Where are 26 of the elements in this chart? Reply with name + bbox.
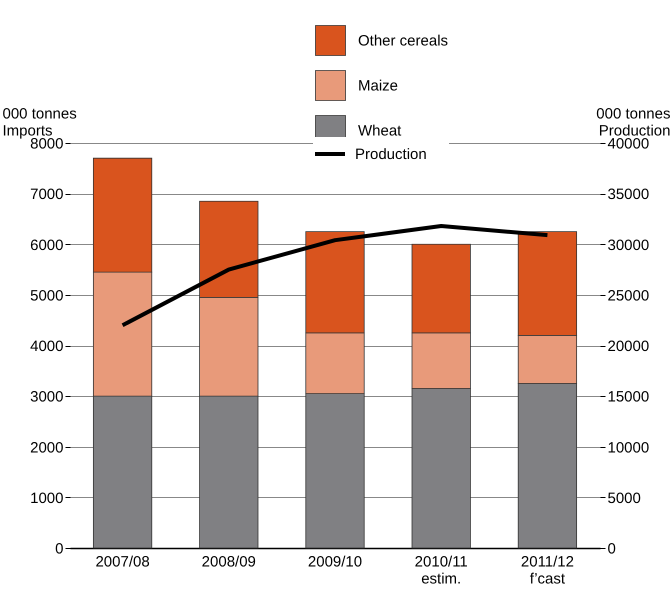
y-tick-label: 5000 xyxy=(30,287,64,304)
y2-tick-label: 15000 xyxy=(608,388,650,406)
line-series xyxy=(120,224,550,328)
y-tick-label: 6000 xyxy=(30,236,64,254)
y-tick-label: 3000 xyxy=(30,388,64,406)
legend-label: Production xyxy=(355,146,427,163)
x-tick-label: 2010/11 estim. xyxy=(414,554,468,588)
y2-tick-label: 30000 xyxy=(608,236,650,254)
x-tick-label: 2009/10 xyxy=(308,554,362,570)
y-tick-label: 1000 xyxy=(30,490,64,507)
legend-label: Maize xyxy=(358,78,398,94)
legend-label: Wheat xyxy=(358,122,402,140)
y-tick-label: 7000 xyxy=(30,186,64,204)
y2-tick-label: 25000 xyxy=(608,287,650,304)
y2-tick-label: 5000 xyxy=(608,490,641,507)
y2-tick-label: 10000 xyxy=(608,439,650,456)
y-tick-label: 0 xyxy=(55,540,64,558)
x-tick-label: 2008/09 xyxy=(202,554,256,570)
y2-tick-label: 35000 xyxy=(608,186,650,204)
x-tick-label: 2007/08 xyxy=(95,554,150,570)
y-tick-label: 4000 xyxy=(30,338,64,355)
y2-tick-label: 0 xyxy=(608,540,616,558)
x-tick-label: 2011/12 f’cast xyxy=(520,554,574,588)
y2-tick-label: 20000 xyxy=(608,338,650,355)
y-tick-label: 2000 xyxy=(30,439,64,456)
legend-label: Other cereals xyxy=(358,32,448,50)
